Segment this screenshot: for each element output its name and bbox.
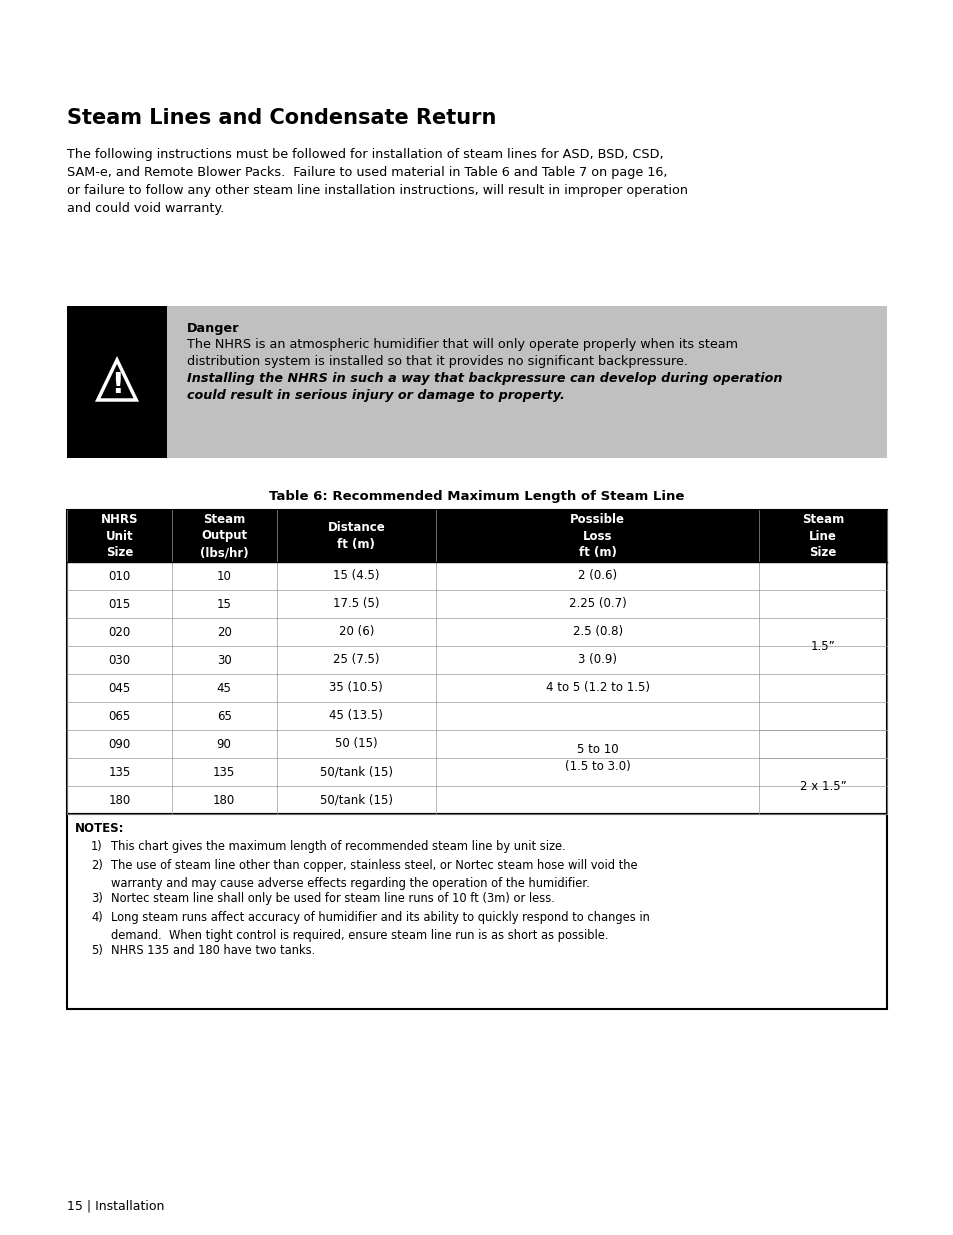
Text: 4): 4) [91, 911, 103, 924]
Text: 2.5 (0.8): 2.5 (0.8) [572, 625, 622, 638]
Bar [67, 510, 886, 562]
Text: distribution system is installed so that it provides no significant backpressure: distribution system is installed so that… [187, 354, 687, 368]
Text: 2 x 1.5”: 2 x 1.5” [799, 779, 845, 793]
Text: 045: 045 [108, 682, 131, 694]
Text: 2): 2) [91, 860, 103, 872]
Bar [67, 306, 167, 458]
Text: 2 (0.6): 2 (0.6) [578, 569, 617, 583]
Text: 3 (0.9): 3 (0.9) [578, 653, 617, 667]
Bar [67, 562, 886, 590]
Text: NHRS
Unit
Size: NHRS Unit Size [100, 513, 138, 559]
Text: 3): 3) [91, 892, 103, 905]
Text: 15: 15 [216, 598, 232, 610]
Text: 020: 020 [108, 625, 131, 638]
Text: This chart gives the maximum length of recommended steam line by unit size.: This chart gives the maximum length of r… [111, 840, 565, 853]
Text: and could void warranty.: and could void warranty. [67, 203, 224, 215]
Text: 20 (6): 20 (6) [338, 625, 374, 638]
Text: :: : [233, 322, 238, 335]
Text: 35 (10.5): 35 (10.5) [329, 682, 383, 694]
Text: Steam
Output
(lbs/hr): Steam Output (lbs/hr) [199, 513, 248, 559]
Text: !: ! [111, 370, 123, 399]
Text: NOTES:: NOTES: [75, 823, 125, 835]
Text: 2.25 (0.7): 2.25 (0.7) [568, 598, 626, 610]
Text: 20: 20 [216, 625, 232, 638]
Text: 50 (15): 50 (15) [335, 737, 377, 751]
Text: 17.5 (5): 17.5 (5) [333, 598, 379, 610]
Text: 50/tank (15): 50/tank (15) [319, 766, 393, 778]
Bar [67, 814, 886, 1009]
Text: 180: 180 [108, 794, 131, 806]
Text: 15 (4.5): 15 (4.5) [333, 569, 379, 583]
Bar [67, 730, 886, 758]
Text: could result in serious injury or damage to property.: could result in serious injury or damage… [187, 389, 564, 403]
Text: 135: 135 [213, 766, 235, 778]
Text: 25 (7.5): 25 (7.5) [333, 653, 379, 667]
Bar [67, 590, 886, 618]
Text: Possible
Loss
ft (m): Possible Loss ft (m) [570, 513, 624, 559]
Text: 090: 090 [108, 737, 131, 751]
Text: Danger: Danger [187, 322, 239, 335]
Text: 135: 135 [108, 766, 131, 778]
Bar [67, 646, 886, 674]
Text: Table 6: Recommended Maximum Length of Steam Line: Table 6: Recommended Maximum Length of S… [269, 490, 684, 503]
Text: 4 to 5 (1.2 to 1.5): 4 to 5 (1.2 to 1.5) [545, 682, 649, 694]
Text: 1): 1) [91, 840, 103, 853]
Text: The NHRS is an atmospheric humidifier that will only operate properly when its s: The NHRS is an atmospheric humidifier th… [187, 338, 738, 351]
Bar [67, 618, 886, 646]
Text: Steam Lines and Condensate Return: Steam Lines and Condensate Return [67, 107, 496, 128]
Text: 5): 5) [91, 944, 103, 957]
Text: or failure to follow any other steam line installation instructions, will result: or failure to follow any other steam lin… [67, 184, 687, 198]
Text: Nortec steam line shall only be used for steam line runs of 10 ft (3m) or less.: Nortec steam line shall only be used for… [111, 892, 555, 905]
Text: Steam
Line
Size: Steam Line Size [801, 513, 843, 559]
Bar [67, 758, 886, 785]
Text: 030: 030 [109, 653, 131, 667]
Bar [67, 785, 886, 814]
Text: 65: 65 [216, 709, 232, 722]
Bar [67, 674, 886, 701]
Text: 065: 065 [108, 709, 131, 722]
Text: Installing the NHRS in such a way that backpressure can develop during operation: Installing the NHRS in such a way that b… [187, 372, 781, 385]
Text: Distance
ft (m): Distance ft (m) [327, 521, 385, 551]
Text: Long steam runs affect accuracy of humidifier and its ability to quickly respond: Long steam runs affect accuracy of humid… [111, 911, 649, 942]
Text: 50/tank (15): 50/tank (15) [319, 794, 393, 806]
Text: 10: 10 [216, 569, 232, 583]
Text: The use of steam line other than copper, stainless steel, or Nortec steam hose w: The use of steam line other than copper,… [111, 860, 637, 890]
Text: 45: 45 [216, 682, 232, 694]
Bar [67, 701, 886, 730]
Text: 1.5”: 1.5” [810, 640, 835, 652]
Text: SAM-e, and Remote Blower Packs.  Failure to used material in Table 6 and Table 7: SAM-e, and Remote Blower Packs. Failure … [67, 165, 667, 179]
Text: 015: 015 [108, 598, 131, 610]
Text: 30: 30 [216, 653, 232, 667]
Text: 180: 180 [213, 794, 235, 806]
Text: 010: 010 [108, 569, 131, 583]
Bar [167, 306, 886, 458]
Text: 45 (13.5): 45 (13.5) [329, 709, 383, 722]
Text: 5 to 10
(1.5 to 3.0): 5 to 10 (1.5 to 3.0) [564, 743, 630, 773]
Text: The following instructions must be followed for installation of steam lines for : The following instructions must be follo… [67, 148, 663, 161]
Bar [67, 510, 886, 814]
Text: 90: 90 [216, 737, 232, 751]
Text: NHRS 135 and 180 have two tanks.: NHRS 135 and 180 have two tanks. [111, 944, 314, 957]
Text: 15 | Installation: 15 | Installation [67, 1200, 164, 1213]
